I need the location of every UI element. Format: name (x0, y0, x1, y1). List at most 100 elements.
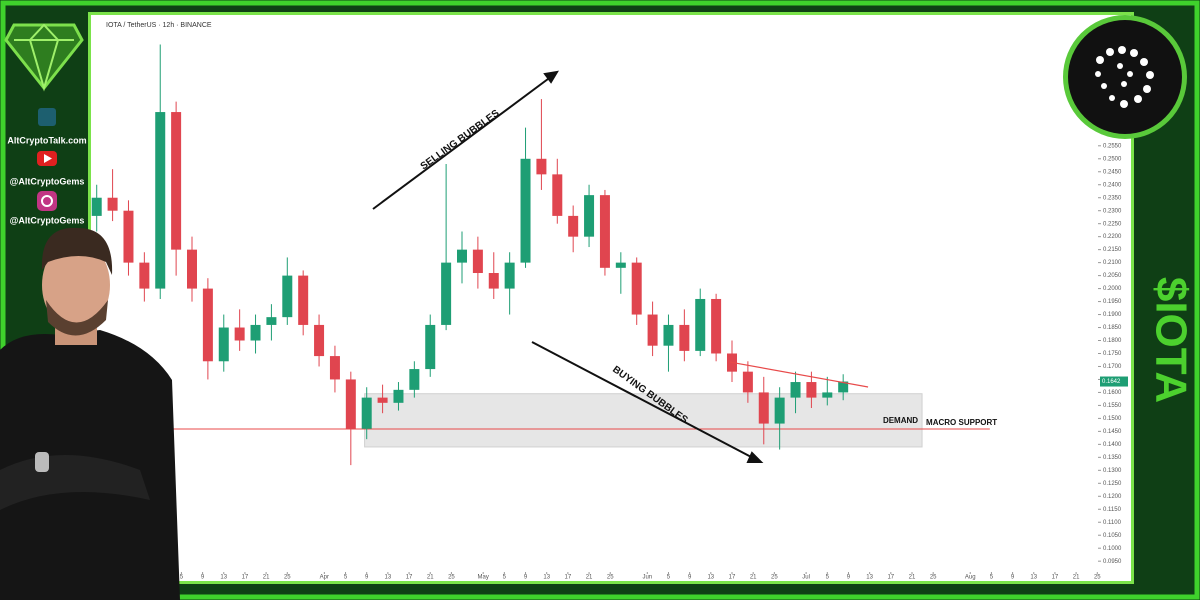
y-tick-label: 0.2200 (1103, 234, 1122, 240)
y-tick-label: 0.1100 (1103, 520, 1122, 526)
candle-body (552, 174, 563, 216)
x-tick-label: 25 (771, 575, 778, 581)
candle-body (282, 275, 293, 318)
candle-body (584, 195, 595, 237)
candle-body (393, 389, 404, 403)
y-tick-label: 0.1850 (1103, 325, 1122, 331)
x-tick-label: 25 (448, 575, 455, 581)
x-tick-label: 5 (180, 575, 184, 581)
x-tick-label: 13 (543, 575, 550, 581)
x-tick-label: 5 (826, 575, 830, 581)
x-tick-label: 13 (707, 575, 714, 581)
x-tick-label: 5 (344, 575, 348, 581)
y-tick-label: 0.1200 (1103, 494, 1122, 500)
y-tick-label: 0.1350 (1103, 455, 1122, 461)
brand-ticker: $IOTA (1146, 277, 1195, 403)
x-tick-label: 9 (524, 575, 528, 581)
y-tick-label: 0.2550 (1103, 143, 1122, 149)
y-tick-label: 0.2000 (1103, 286, 1122, 292)
x-tick-label: 17 (565, 575, 572, 581)
y-tick-label: 0.2350 (1103, 195, 1122, 201)
x-tick-label: Jul (802, 575, 810, 581)
x-tick-label: Aug (965, 575, 976, 581)
x-tick-label: 9 (1011, 575, 1015, 581)
price-tag (1100, 376, 1128, 387)
candle-body (266, 317, 277, 325)
candle-body (599, 195, 610, 268)
y-tick-label: 0.1450 (1103, 429, 1122, 435)
candle-body (314, 324, 325, 357)
candle-body (679, 324, 690, 351)
price-tag-label: 0.1642 (1102, 379, 1121, 385)
x-tick-label: 9 (201, 575, 205, 581)
candle-body (441, 262, 452, 325)
x-tick-label: 21 (427, 575, 434, 581)
candle-body (631, 262, 642, 315)
arrows (372, 70, 764, 463)
y-tick-label: 0.1750 (1103, 351, 1122, 357)
y-tick-label: 0.1400 (1103, 442, 1122, 448)
candle-body (123, 210, 134, 263)
x-tick-label: 17 (242, 575, 249, 581)
y-tick-label: 0.1600 (1103, 390, 1122, 396)
x-tick-label: 17 (729, 575, 736, 581)
x-tick-label: 5 (667, 575, 671, 581)
y-tick-label: 0.1950 (1103, 299, 1122, 305)
x-tick-label: 13 (866, 575, 873, 581)
x-tick-label: 13 (220, 575, 227, 581)
candle-body (250, 324, 261, 341)
y-tick-label: 0.2250 (1103, 221, 1122, 227)
x-tick-label: May (478, 575, 489, 581)
y-tick-label: 0.2050 (1103, 273, 1122, 279)
y-tick-label: 0.2150 (1103, 247, 1122, 253)
x-tick-label: 9 (365, 575, 369, 581)
social-handle: @AltCryptoGems (10, 176, 85, 186)
candle-body (377, 397, 388, 403)
y-tick-label: 0.2300 (1103, 208, 1122, 214)
y-tick-label: 0.2500 (1103, 156, 1122, 162)
y-tick-label: 0.2450 (1103, 169, 1122, 175)
y-tick-label: 0.1000 (1103, 546, 1122, 552)
candle-body (409, 369, 420, 390)
x-tick-label: 17 (406, 575, 413, 581)
y-tick-label: 0.1700 (1103, 364, 1122, 370)
y-tick-label: 0.1550 (1103, 403, 1122, 409)
candle-body (838, 381, 849, 393)
symbol-header: IOTA / TetherUS · 12h · BINANCE (106, 22, 212, 29)
candle-body (758, 392, 769, 424)
candle-body (234, 327, 245, 341)
x-tick-label: 13 (1030, 575, 1037, 581)
candle-body (695, 298, 706, 351)
candle-body (218, 327, 229, 362)
candle-body (742, 371, 753, 393)
candle-body (155, 112, 166, 289)
y-tick-label: 0.1250 (1103, 481, 1122, 487)
social-handle: @AltCryptoGems (10, 215, 85, 225)
x-tick-label: 17 (887, 575, 894, 581)
candle-body (822, 392, 833, 398)
x-tick-label: 25 (930, 575, 937, 581)
x-tick-label: 5 (990, 575, 994, 581)
iota-logo (1063, 15, 1187, 139)
y-tick-label: 0.2400 (1103, 182, 1122, 188)
candle-body (425, 324, 436, 370)
candle-body (329, 356, 340, 380)
candle-body (171, 112, 182, 250)
support-label: MACRO SUPPORT (926, 418, 997, 427)
candle-body (472, 249, 483, 274)
x-tick-label: Apr (320, 575, 329, 581)
candle-body (107, 197, 118, 211)
demand-zone (364, 393, 923, 448)
y-tick-label: 0.1900 (1103, 312, 1122, 318)
candle-body (202, 288, 213, 362)
x-tick-label: 9 (847, 575, 851, 581)
x-tick-label: 25 (1094, 575, 1101, 581)
y-tick-label: 0.2100 (1103, 260, 1122, 266)
candle-body (520, 158, 531, 263)
candle-body (790, 382, 801, 398)
candle-body (647, 314, 658, 346)
x-tick-label: 9 (688, 575, 692, 581)
x-tick-label: 21 (1073, 575, 1080, 581)
